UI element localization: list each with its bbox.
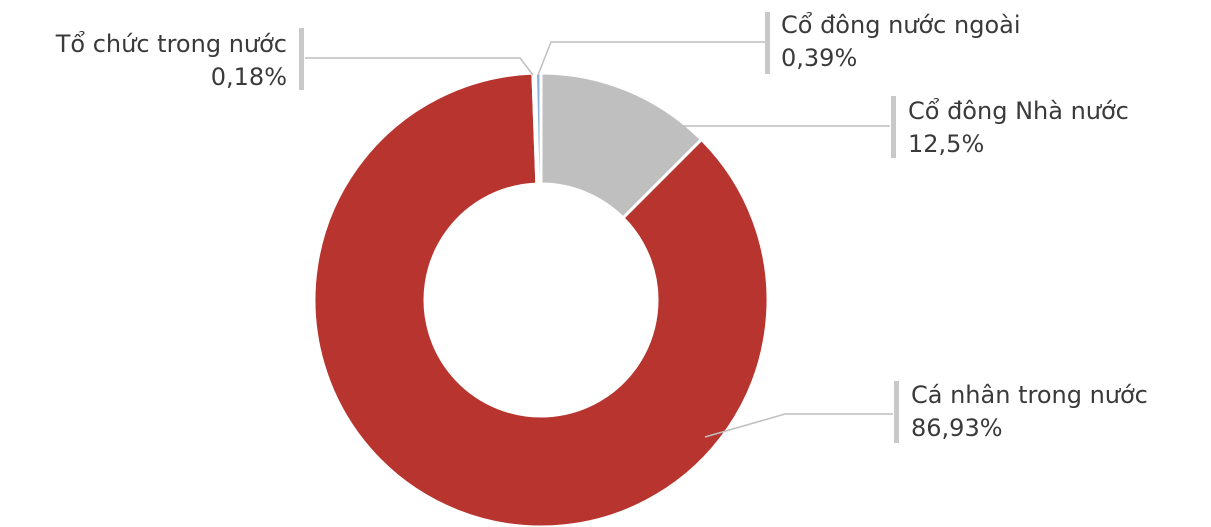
label-bars <box>299 12 899 443</box>
leader-line-to-chuc-trong-nuoc <box>305 57 534 76</box>
value-co-dong-nha-nuoc: 12,5% <box>908 130 984 158</box>
leader-lines <box>305 41 893 438</box>
label-bar-co-dong-nuoc-ngoai <box>765 12 770 74</box>
leader-line-co-dong-nuoc-ngoai <box>537 41 770 76</box>
label-bar-co-dong-nha-nuoc <box>891 96 896 158</box>
slices-group <box>312 71 770 527</box>
value-ca-nhan-trong-nuoc: 86,93% <box>911 414 1003 442</box>
label-ca-nhan-trong-nuoc: Cá nhân trong nước <box>911 381 1148 409</box>
value-to-chuc-trong-nuoc: 0,18% <box>211 63 287 91</box>
label-bar-ca-nhan-trong-nuoc <box>894 381 899 443</box>
label-bar-to-chuc-trong-nuoc <box>299 28 304 90</box>
label-co-dong-nuoc-ngoai: Cổ đông nước ngoài <box>781 11 1021 39</box>
leader-line-ca-nhan-trong-nuoc <box>704 413 893 438</box>
slice-co-dong-nuoc-ngoai <box>533 71 543 186</box>
slice-ca-nhan-trong-nuoc <box>312 71 770 527</box>
label-co-dong-nha-nuoc: Cổ đông Nhà nước <box>908 97 1129 125</box>
value-co-dong-nuoc-ngoai: 0,39% <box>781 44 857 72</box>
label-to-chuc-trong-nuoc: Tổ chức trong nước <box>55 30 287 58</box>
